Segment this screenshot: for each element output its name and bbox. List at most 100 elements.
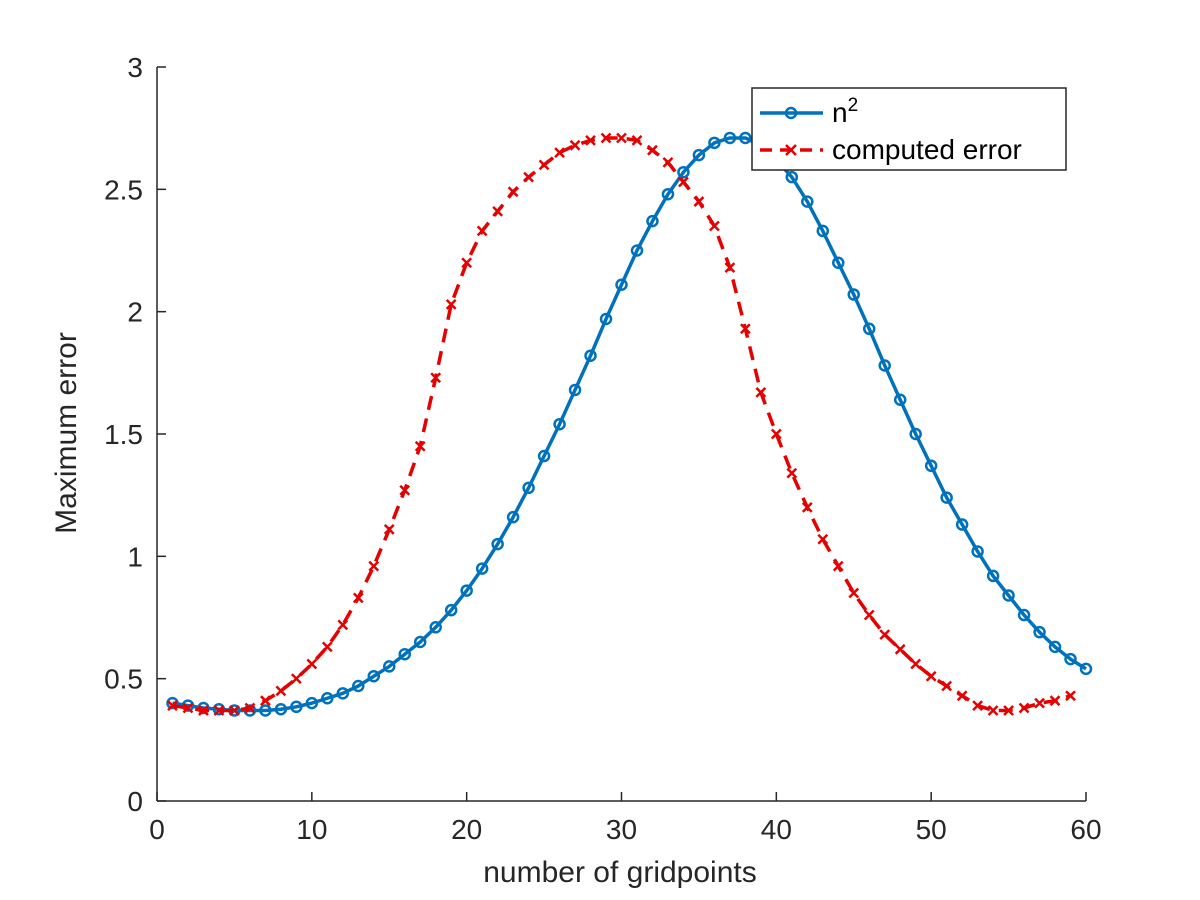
data-point-computed-error — [430, 372, 442, 384]
data-point-computed-error — [770, 428, 782, 440]
data-point-computed-error — [1049, 695, 1061, 707]
data-point-n2 — [893, 393, 907, 406]
data-point-n2 — [1048, 640, 1062, 654]
data-point-n2 — [367, 669, 381, 683]
data-point-n2 — [661, 187, 675, 201]
data-point-n2 — [290, 700, 303, 714]
data-point-computed-error — [724, 262, 736, 274]
data-point-n2 — [599, 312, 613, 326]
data-point-n2 — [553, 417, 566, 431]
legend-label-n2-base: n — [832, 97, 848, 128]
data-point-computed-error — [817, 533, 829, 545]
data-point-computed-error — [832, 560, 844, 572]
data-point-computed-error — [476, 225, 488, 237]
data-point-computed-error — [925, 670, 937, 682]
data-point-computed-error — [879, 629, 891, 641]
y-tick-label: 1 — [127, 541, 143, 572]
data-point-n2 — [832, 256, 845, 269]
data-point-n2 — [955, 518, 969, 531]
data-point-computed-error — [290, 673, 302, 685]
data-point-computed-error — [229, 705, 240, 716]
data-point-computed-error — [709, 220, 720, 232]
data-point-n2 — [723, 131, 737, 145]
data-point-n2 — [708, 136, 721, 150]
x-axis-label: number of gridpoints — [483, 856, 757, 889]
data-point-computed-error — [306, 658, 318, 670]
data-point-computed-error — [244, 702, 256, 714]
data-point-computed-error — [894, 643, 906, 655]
data-point-computed-error — [1034, 697, 1045, 709]
data-point-computed-error — [972, 700, 984, 711]
data-point-n2 — [429, 621, 442, 634]
legend-label-n2-superscript: 2 — [848, 95, 859, 116]
data-point-computed-error — [585, 135, 596, 146]
data-point-n2 — [971, 545, 984, 558]
y-tick-label: 2 — [127, 297, 143, 328]
y-tick-label: 0 — [127, 786, 143, 817]
legend-label-computed-error: computed error — [832, 134, 1022, 165]
data-point-computed-error — [275, 685, 287, 697]
data-point-computed-error — [492, 205, 504, 217]
y-tick-label: 0.5 — [104, 664, 143, 695]
data-point-computed-error — [167, 700, 178, 711]
data-point-n2 — [475, 562, 489, 575]
x-tick-label: 10 — [296, 814, 327, 845]
data-point-computed-error — [1003, 705, 1014, 716]
data-point-computed-error — [368, 560, 380, 572]
data-point-n2 — [383, 660, 396, 673]
data-point-computed-error — [399, 484, 411, 496]
data-point-n2 — [413, 635, 427, 649]
data-point-computed-error — [352, 592, 364, 604]
data-point-computed-error — [321, 641, 333, 653]
data-point-computed-error — [337, 619, 349, 631]
data-point-computed-error — [1018, 702, 1030, 714]
legend-marker-n2 — [784, 106, 798, 120]
data-point-computed-error — [848, 587, 860, 599]
data-point-n2 — [491, 537, 504, 551]
data-point-n2 — [816, 224, 830, 238]
data-point-n2 — [336, 687, 350, 700]
data-point-computed-error — [523, 171, 534, 183]
data-point-n2 — [847, 288, 860, 301]
data-point-n2 — [862, 322, 876, 336]
data-point-computed-error — [507, 186, 519, 198]
data-point-computed-error — [538, 159, 550, 171]
y-axis-label: Maximum error — [50, 332, 83, 534]
data-point-n2 — [321, 691, 334, 705]
data-point-n2 — [1064, 652, 1077, 666]
data-point-n2 — [522, 481, 535, 495]
data-point-n2 — [398, 647, 411, 661]
x-tick-label: 30 — [606, 814, 637, 845]
legend-marker-computed-error — [785, 144, 797, 156]
data-point-n2 — [986, 569, 1000, 583]
data-point-n2 — [739, 131, 752, 145]
series-layer — [166, 131, 1093, 717]
data-point-n2 — [1017, 608, 1031, 622]
data-point-computed-error — [461, 257, 473, 269]
data-point-n2 — [166, 696, 179, 710]
data-point-computed-error — [600, 132, 612, 144]
data-point-n2 — [878, 359, 891, 372]
data-point-n2 — [506, 510, 520, 524]
data-point-computed-error — [956, 690, 968, 702]
data-point-computed-error — [801, 502, 813, 513]
x-tick-label: 60 — [1070, 814, 1101, 845]
data-point-n2 — [274, 703, 288, 716]
series-line-computed-error — [172, 136, 1072, 713]
data-point-computed-error — [182, 702, 194, 714]
data-point-n2 — [1033, 625, 1046, 639]
data-point-computed-error — [383, 524, 395, 535]
data-point-n2 — [460, 584, 473, 597]
data-point-n2 — [259, 704, 272, 717]
data-point-n2 — [1079, 662, 1093, 676]
x-tick-label: 50 — [916, 814, 947, 845]
axes-layer: 0 10 20 30 40 50 60 0 0.5 1 1.5 2 2.5 3 — [104, 52, 1102, 845]
data-point-n2 — [615, 278, 628, 292]
data-point-n2 — [584, 349, 597, 362]
data-point-computed-error — [647, 144, 658, 156]
data-point-n2 — [537, 449, 551, 463]
data-point-n2 — [677, 165, 690, 179]
data-point-n2 — [305, 696, 319, 710]
data-point-n2 — [801, 195, 814, 208]
